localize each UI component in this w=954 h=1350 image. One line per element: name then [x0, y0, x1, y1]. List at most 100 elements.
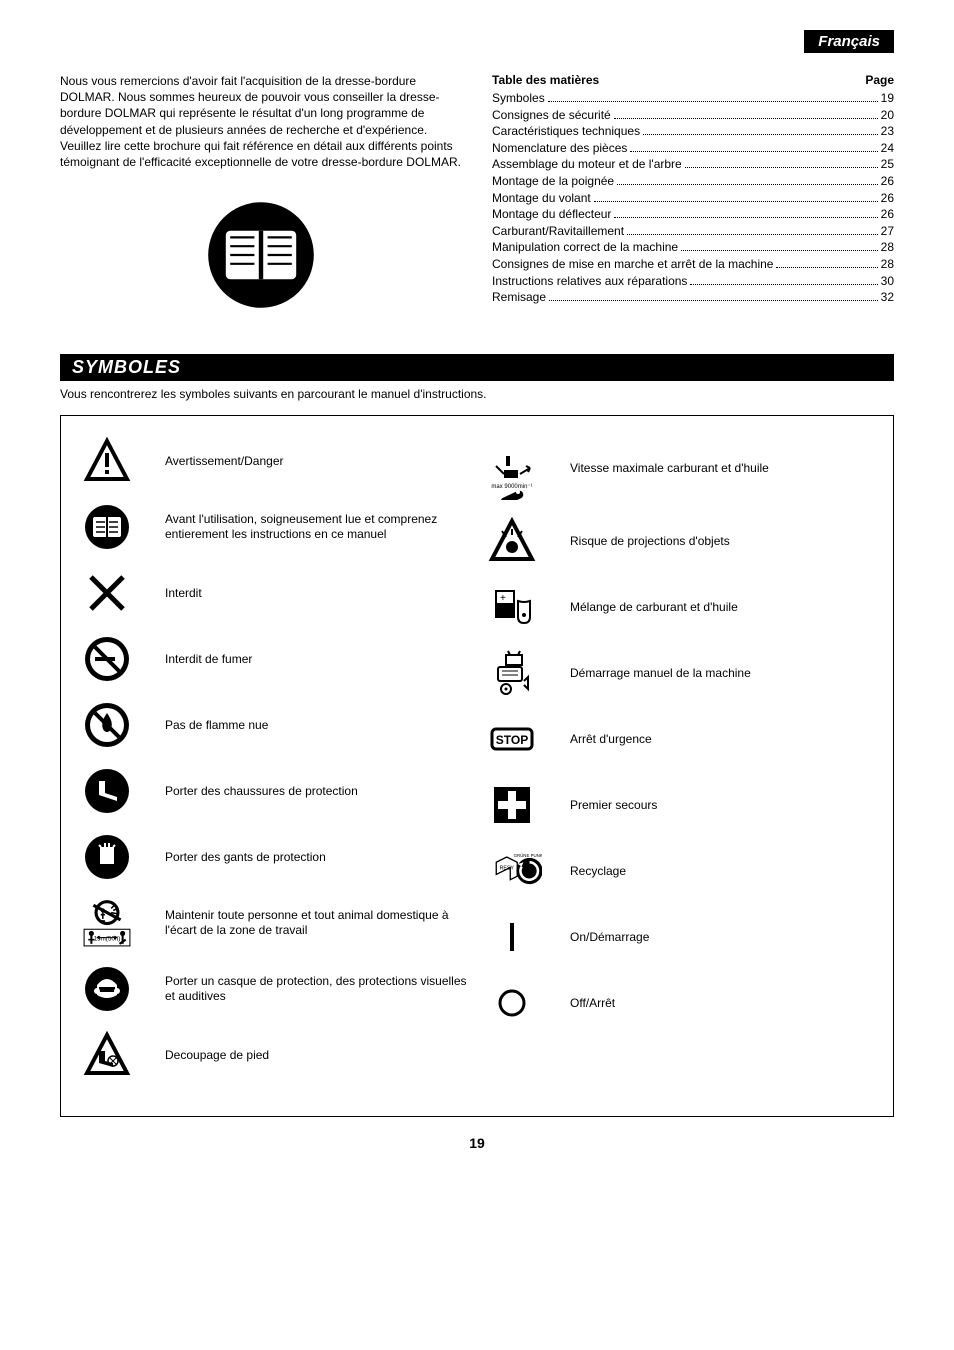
toc-item-label: Consignes de sécurité: [492, 108, 611, 124]
stop-icon: STOP: [482, 715, 542, 763]
toc-item-label: Carburant/Ravitaillement: [492, 224, 624, 240]
section-title-bar: SYMBOLES: [60, 354, 894, 381]
symbol-row: Porter des gants de protection: [77, 832, 472, 882]
toc-list: Symboles19Consignes de sécurité20Caracté…: [492, 91, 894, 306]
symbol-row: Avertissement/Danger: [77, 436, 472, 486]
symbol-row: Pas de flamme nue: [77, 700, 472, 750]
toc-item: Manipulation correct de la machine28: [492, 240, 894, 256]
toc-item: Consignes de mise en marche et arrêt de …: [492, 257, 894, 273]
symbol-text: Avertissement/Danger: [165, 454, 284, 470]
section-subtitle: Vous rencontrerez les symboles suivants …: [60, 387, 894, 401]
svg-text:15m(50ft): 15m(50ft): [94, 936, 121, 943]
symbols-right-column: max 9000min⁻¹Vitesse maximale carburant …: [482, 436, 877, 1096]
symbol-text: Interdit: [165, 586, 202, 602]
fuel-mix-icon: +: [482, 583, 542, 631]
intro-column: Nous vous remercions d'avoir fait l'acqu…: [60, 73, 462, 314]
symbol-text: Démarrage manuel de la machine: [570, 666, 751, 682]
symbol-text: Arrêt d'urgence: [570, 732, 652, 748]
svg-text:max 9000min⁻¹: max 9000min⁻¹: [491, 484, 532, 490]
toc-item-page: 20: [881, 108, 894, 124]
symbol-text: Risque de projections d'objets: [570, 534, 730, 550]
toc-item-dots: [690, 284, 877, 285]
toc-item: Remisage32: [492, 290, 894, 306]
foot-cutting-icon: [77, 1031, 137, 1079]
toc-item-label: Instructions relatives aux réparations: [492, 274, 687, 290]
manual-start-icon: [482, 649, 542, 697]
symbol-row: Off/Arrêt: [482, 978, 877, 1028]
toc-item: Instructions relatives aux réparations 30: [492, 274, 894, 290]
toc-item-label: Montage du volant: [492, 191, 591, 207]
symbol-row: Risque de projections d'objets: [482, 516, 877, 566]
symbol-text: On/Démarrage: [570, 930, 649, 946]
symbol-text: Maintenir toute personne et tout animal …: [165, 908, 472, 939]
toc-item-dots: [627, 234, 878, 235]
toc-item-page: 28: [881, 240, 894, 256]
toc-item-dots: [630, 151, 877, 152]
intro-paragraph-2: Veuillez lire cette brochure qui fait ré…: [60, 138, 462, 170]
first-aid-icon: [482, 781, 542, 829]
toc-item-label: Remisage: [492, 290, 546, 306]
symbol-text: Premier secours: [570, 798, 657, 814]
svg-text:STOP: STOP: [496, 733, 528, 747]
toc-item-page: 25: [881, 157, 894, 173]
language-badge: Français: [804, 30, 894, 53]
toc-item-dots: [617, 184, 878, 185]
toc-page-label: Page: [865, 73, 894, 87]
helmet-ppe-icon: [77, 965, 137, 1013]
symbol-row: Premier secours: [482, 780, 877, 830]
max-speed-fuel-icon: max 9000min⁻¹: [482, 436, 542, 500]
symbol-row: Interdit de fumer: [77, 634, 472, 684]
symbol-text: Porter un casque de protection, des prot…: [165, 974, 472, 1005]
intro-manual-icon: [60, 200, 462, 314]
symbol-row: 15m(50ft) Maintenir toute personne et tou…: [77, 898, 472, 948]
toc-item-dots: [685, 167, 878, 168]
no-flame-icon: [77, 701, 137, 749]
toc-item-label: Assemblage du moteur et de l'arbre: [492, 157, 682, 173]
symbol-text: Avant l'utilisation, soigneusement lue e…: [165, 512, 472, 543]
symbol-row: +Mélange de carburant et d'huile: [482, 582, 877, 632]
toc-item-label: Symboles: [492, 91, 545, 107]
toc-item-dots: [681, 250, 878, 251]
toc-item-label: Montage du déflecteur: [492, 207, 611, 223]
toc-item-page: 26: [881, 191, 894, 207]
symbols-left-column: Avertissement/Danger Avant l'utilisation,…: [77, 436, 472, 1096]
symbol-row: Démarrage manuel de la machine: [482, 648, 877, 698]
svg-text:+: +: [500, 593, 506, 604]
read-manual-icon: [77, 503, 137, 551]
toc-item-dots: [594, 201, 878, 202]
toc-item-page: 28: [881, 257, 894, 273]
symbol-row: RESYGRÜNE PUNKTRecyclage: [482, 846, 877, 896]
projection-risk-icon: [482, 517, 542, 565]
toc-item: Nomenclature des pièces24: [492, 141, 894, 157]
on-icon: [482, 913, 542, 961]
symbol-row: Porter un casque de protection, des prot…: [77, 964, 472, 1014]
toc-item-dots: [548, 101, 878, 102]
toc-item-label: Nomenclature des pièces: [492, 141, 627, 157]
toc-item-dots: [776, 267, 877, 268]
toc-item-page: 27: [881, 224, 894, 240]
page-number: 19: [60, 1135, 894, 1151]
toc-item-dots: [614, 118, 878, 119]
forbidden-icon: [77, 569, 137, 617]
symbol-text: Off/Arrêt: [570, 996, 615, 1012]
symbol-row: Decoupage de pied: [77, 1030, 472, 1080]
toc-item: Caractéristiques techniques23: [492, 124, 894, 140]
toc-item-dots: [643, 134, 878, 135]
toc-item: Carburant/Ravitaillement 27: [492, 224, 894, 240]
toc-item-dots: [614, 217, 877, 218]
symbol-text: Porter des chaussures de protection: [165, 784, 358, 800]
toc-item-dots: [549, 300, 878, 301]
symbol-text: Pas de flamme nue: [165, 718, 268, 734]
toc-item: Montage du volant 26: [492, 191, 894, 207]
toc-item: Montage du déflecteur26: [492, 207, 894, 223]
toc-item: Montage de la poignée26: [492, 174, 894, 190]
toc-item-label: Caractéristiques techniques: [492, 124, 640, 140]
symbol-row: STOP Arrêt d'urgence: [482, 714, 877, 764]
recycle-icon: RESYGRÜNE PUNKT: [482, 850, 542, 892]
warning-icon: [77, 437, 137, 485]
toc-column: Table des matières Page Symboles19Consig…: [492, 73, 894, 314]
toc-item-page: 30: [881, 274, 894, 290]
toc-item-label: Montage de la poignée: [492, 174, 614, 190]
protective-gloves-icon: [77, 833, 137, 881]
intro-paragraph-1: Nous vous remercions d'avoir fait l'acqu…: [60, 73, 462, 138]
